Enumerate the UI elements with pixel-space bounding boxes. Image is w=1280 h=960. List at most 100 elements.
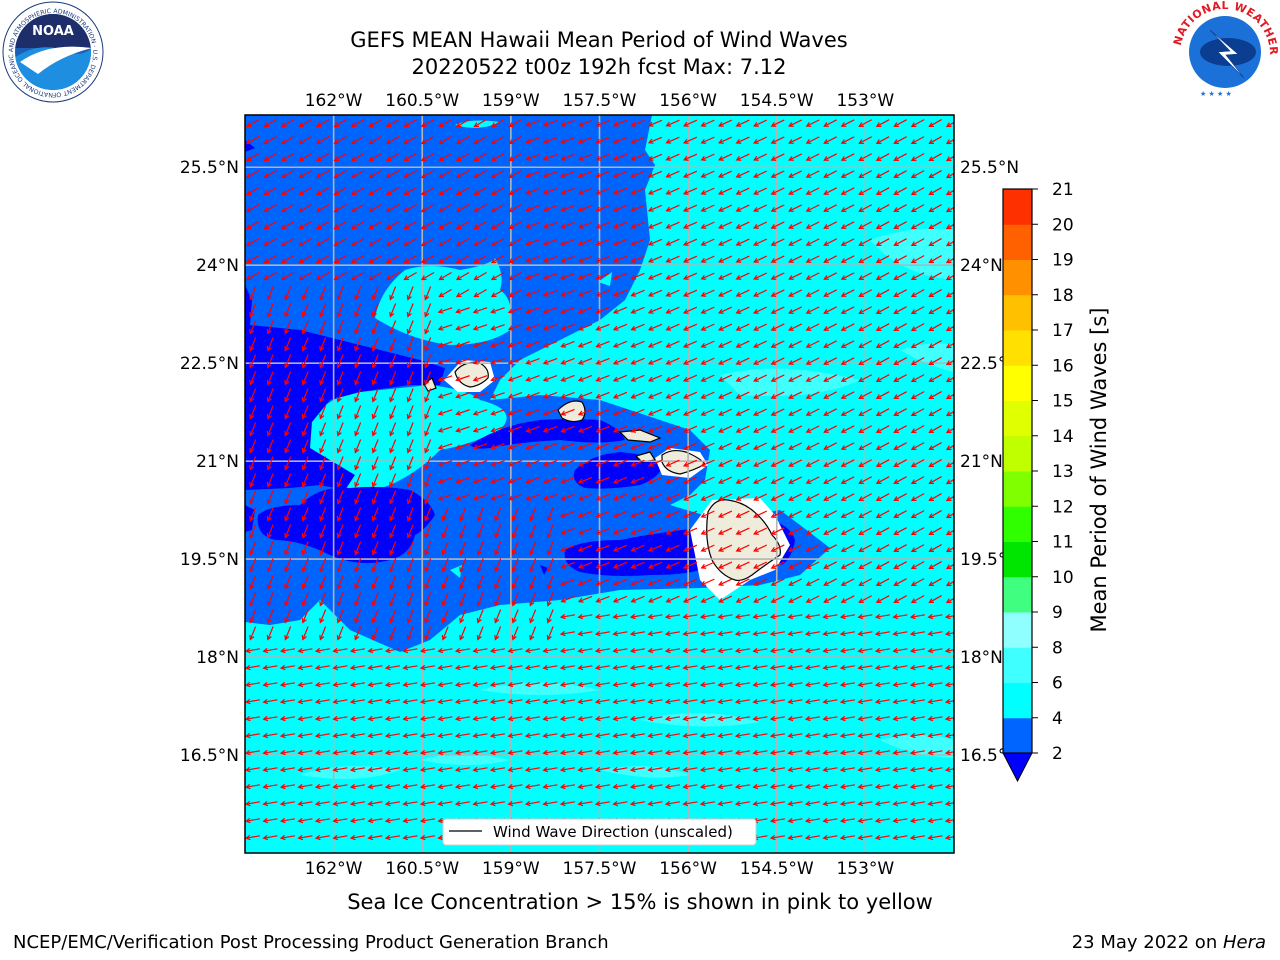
direction-arrow [333, 784, 348, 788]
direction-arrow-head [612, 529, 619, 535]
direction-arrow [946, 785, 954, 788]
direction-arrow-head [403, 156, 410, 162]
direction-arrow [561, 544, 575, 552]
direction-arrow [526, 256, 540, 262]
direction-arrow [648, 459, 663, 467]
direction-arrow [474, 118, 487, 128]
direction-arrow [298, 648, 313, 652]
direction-arrow [421, 784, 435, 788]
direction-arrow [372, 541, 379, 555]
direction-arrow [876, 578, 890, 586]
direction-arrow-head [577, 172, 584, 178]
direction-arrow [263, 784, 278, 788]
direction-arrow [529, 558, 537, 572]
direction-arrow [578, 561, 593, 569]
direction-arrow [806, 187, 820, 195]
direction-arrow-head [454, 681, 461, 688]
direction-arrow-head [892, 834, 899, 841]
direction-arrow [911, 323, 925, 331]
direction-arrow [491, 801, 505, 805]
direction-arrow [474, 220, 487, 230]
direction-arrow [788, 527, 803, 535]
direction-arrow-head [263, 190, 270, 196]
direction-arrow [512, 558, 519, 572]
direction-arrow [459, 609, 467, 623]
direction-arrow-head [333, 122, 340, 128]
direction-arrow-head [647, 240, 654, 246]
direction-arrow [403, 767, 418, 771]
direction-arrow-head [406, 294, 412, 301]
direction-arrow [316, 118, 330, 128]
direction-arrow-head [875, 445, 882, 450]
colorbar-tick-label: 20 [1052, 215, 1074, 235]
direction-arrow [736, 801, 750, 805]
direction-arrow-head [371, 464, 377, 471]
direction-arrow-head [319, 311, 325, 318]
direction-arrow [753, 716, 768, 720]
direction-arrow-head [664, 664, 671, 671]
direction-arrow [526, 222, 540, 228]
direction-arrow-head [301, 362, 307, 369]
direction-arrow-head [770, 257, 777, 263]
direction-arrow-head [734, 613, 741, 620]
direction-arrow-head [805, 241, 812, 246]
direction-arrow-head [752, 664, 759, 671]
direction-arrow-head [333, 241, 340, 247]
direction-arrow-head [424, 481, 430, 488]
direction-arrow-head [367, 749, 374, 756]
direction-arrow [319, 422, 327, 436]
direction-arrow-head [875, 479, 882, 484]
direction-arrow [403, 818, 418, 822]
direction-arrow [876, 357, 890, 365]
direction-arrow [494, 626, 502, 640]
direction-arrow [753, 323, 768, 331]
field-4-6s [245, 115, 954, 853]
direction-arrow-head [682, 359, 689, 365]
direction-arrow-head [560, 291, 567, 297]
direction-arrow [337, 592, 344, 606]
direction-arrow-head [489, 783, 496, 790]
direction-arrow [284, 541, 292, 555]
direction-arrow [701, 187, 715, 195]
direction-arrow-head [542, 274, 549, 280]
direction-arrow [368, 733, 383, 737]
direction-arrow-head [249, 566, 255, 573]
direction-arrow [946, 291, 954, 297]
direction-arrow-head [823, 581, 829, 586]
direction-arrow [876, 306, 890, 314]
direction-arrow-head [437, 461, 444, 467]
direction-arrow-head [893, 547, 899, 552]
direction-arrow [929, 391, 942, 399]
direction-arrow [299, 152, 312, 162]
direction-arrow [771, 493, 785, 501]
direction-arrow [823, 544, 838, 552]
lat-tick-label-left: 24°N [196, 256, 239, 276]
direction-arrow-head [319, 498, 325, 505]
direction-arrow-head [805, 377, 812, 382]
direction-arrow-head [893, 360, 899, 365]
direction-arrow [421, 835, 435, 839]
direction-arrow-head [665, 444, 672, 450]
direction-arrow [249, 592, 257, 606]
direction-arrow-head [319, 328, 325, 335]
direction-arrow-head [438, 122, 445, 128]
direction-arrow-head [630, 461, 637, 467]
direction-arrow [246, 220, 260, 230]
direction-arrow [298, 733, 313, 737]
direction-arrow-head [682, 274, 689, 280]
direction-arrow-head [699, 630, 706, 637]
direction-arrow [859, 476, 872, 484]
direction-arrow [424, 405, 432, 419]
direction-arrow-head [822, 630, 829, 637]
direction-arrow-head [577, 766, 584, 773]
direction-arrow-head [319, 345, 325, 352]
direction-arrow [859, 357, 872, 365]
direction-arrow [281, 254, 295, 264]
direction-arrow [928, 767, 943, 771]
direction-arrow [249, 490, 257, 504]
direction-arrow-head [403, 275, 410, 281]
direction-arrow [701, 614, 715, 618]
direction-arrow-head [279, 817, 286, 824]
direction-arrow-head [384, 715, 391, 722]
direction-arrow-head [455, 207, 462, 213]
